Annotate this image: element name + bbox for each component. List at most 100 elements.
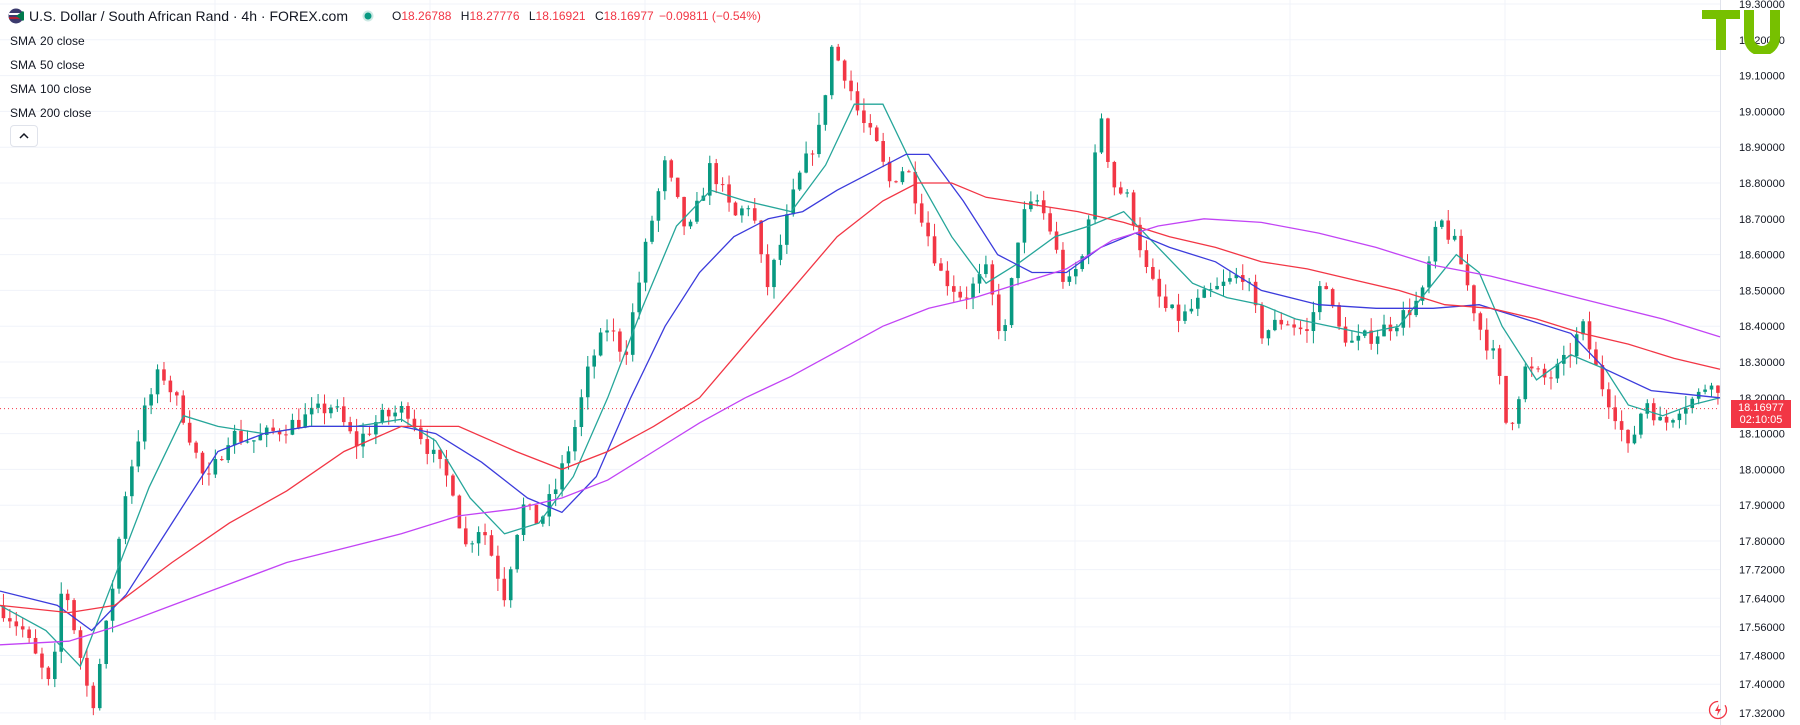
candle-body[interactable]: [27, 629, 31, 638]
candle-body[interactable]: [1581, 321, 1585, 335]
candle-body[interactable]: [65, 593, 70, 601]
candle-body[interactable]: [85, 657, 89, 686]
candle-body[interactable]: [894, 181, 898, 183]
candle-body[interactable]: [226, 445, 230, 461]
candle-body[interactable]: [810, 153, 815, 155]
candle-body[interactable]: [1099, 118, 1104, 153]
candle-body[interactable]: [1086, 219, 1091, 257]
candle-body[interactable]: [1074, 269, 1078, 277]
candle-body[interactable]: [1343, 326, 1348, 343]
candle-body[interactable]: [566, 451, 571, 464]
candle-body[interactable]: [444, 459, 449, 476]
candle-body[interactable]: [1651, 403, 1656, 421]
candle-body[interactable]: [868, 123, 873, 128]
candle-body[interactable]: [1273, 319, 1277, 331]
candle-body[interactable]: [1440, 220, 1444, 227]
candle-body[interactable]: [1478, 313, 1483, 330]
candle-body[interactable]: [59, 593, 64, 652]
candle-body[interactable]: [977, 274, 982, 284]
candle-body[interactable]: [907, 171, 911, 173]
sma-50-line[interactable]: [0, 153, 1721, 632]
candle-body[interactable]: [611, 330, 616, 332]
candle-body[interactable]: [110, 588, 115, 621]
candle-body[interactable]: [1529, 366, 1534, 369]
candle-body[interactable]: [1337, 305, 1341, 327]
candle-body[interactable]: [1600, 365, 1605, 390]
candle-body[interactable]: [438, 449, 442, 460]
candle-body[interactable]: [534, 504, 539, 524]
candle-body[interactable]: [939, 263, 943, 271]
candle-body[interactable]: [271, 427, 275, 431]
candle-body[interactable]: [791, 189, 796, 215]
candle-body[interactable]: [785, 214, 789, 245]
candle-body[interactable]: [573, 427, 577, 452]
candle-body[interactable]: [1658, 416, 1662, 421]
candle-body[interactable]: [1054, 231, 1059, 250]
candle-body[interactable]: [341, 406, 346, 423]
candle-body[interactable]: [1536, 368, 1540, 370]
candle-body[interactable]: [123, 496, 128, 539]
candle-body[interactable]: [53, 651, 57, 680]
candle-body[interactable]: [1542, 368, 1547, 378]
candle-body[interactable]: [1221, 281, 1226, 286]
candle-body[interactable]: [1703, 389, 1707, 392]
candle-body[interactable]: [958, 291, 963, 298]
candle-body[interactable]: [1330, 289, 1335, 306]
candle-body[interactable]: [1452, 235, 1457, 240]
candle-body[interactable]: [1619, 421, 1624, 430]
candle-body[interactable]: [733, 202, 738, 216]
collapse-legend-button[interactable]: [10, 125, 38, 147]
candle-body[interactable]: [252, 440, 256, 442]
candle-body[interactable]: [78, 630, 83, 658]
candle-body[interactable]: [1003, 325, 1007, 332]
candle-body[interactable]: [329, 407, 333, 414]
candle-body[interactable]: [162, 369, 166, 381]
candle-body[interactable]: [746, 208, 751, 210]
candle-body[interactable]: [1163, 296, 1168, 309]
candle-body[interactable]: [1131, 192, 1136, 225]
candle-body[interactable]: [207, 473, 211, 475]
candle-body[interactable]: [463, 528, 468, 545]
candle-body[interactable]: [1446, 220, 1451, 240]
indicator-sma-100[interactable]: SMA 100 close: [10, 81, 95, 105]
candle-body[interactable]: [1035, 200, 1040, 202]
usd-zar-flag-icon[interactable]: [8, 8, 24, 24]
candle-body[interactable]: [1690, 398, 1695, 409]
candle-body[interactable]: [46, 667, 51, 680]
sma-100-line[interactable]: [0, 182, 1721, 614]
candle-body[interactable]: [483, 532, 487, 536]
candle-body[interactable]: [1375, 336, 1380, 344]
lightning-icon[interactable]: [1708, 700, 1728, 720]
candle-body[interactable]: [778, 244, 783, 260]
candle-body[interactable]: [136, 441, 141, 467]
candle-body[interactable]: [14, 621, 19, 627]
candle-body[interactable]: [1048, 213, 1052, 232]
candle-body[interactable]: [669, 160, 674, 178]
candle-body[interactable]: [919, 203, 924, 223]
candle-body[interactable]: [380, 409, 385, 423]
candle-body[interactable]: [290, 419, 295, 435]
candle-body[interactable]: [1292, 324, 1296, 328]
candle-body[interactable]: [553, 489, 558, 495]
candle-body[interactable]: [695, 200, 699, 222]
candle-body[interactable]: [727, 184, 731, 203]
candle-body[interactable]: [585, 366, 590, 398]
candle-body[interactable]: [1106, 118, 1110, 162]
candle-body[interactable]: [714, 163, 719, 185]
candle-body[interactable]: [1170, 304, 1174, 309]
candle-body[interactable]: [624, 351, 629, 355]
candle-body[interactable]: [1465, 264, 1470, 286]
candle-body[interactable]: [431, 449, 436, 454]
candle-body[interactable]: [682, 196, 686, 227]
candle-body[interactable]: [1260, 305, 1264, 339]
candle-body[interactable]: [1253, 281, 1258, 306]
candle-body[interactable]: [842, 60, 847, 81]
candle-body[interactable]: [547, 494, 552, 517]
candle-body[interactable]: [874, 127, 879, 142]
candle-body[interactable]: [187, 422, 192, 443]
candle-body[interactable]: [297, 419, 301, 428]
candle-body[interactable]: [881, 141, 885, 162]
candle-body[interactable]: [1266, 330, 1271, 339]
candle-body[interactable]: [508, 569, 513, 601]
candle-body[interactable]: [1459, 235, 1463, 265]
